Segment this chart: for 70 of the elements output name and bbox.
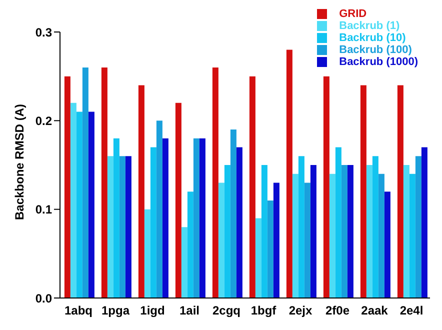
bar xyxy=(347,165,354,298)
y-tick-label: 0.2 xyxy=(35,114,52,128)
bar xyxy=(267,200,274,298)
legend-label: Backrub (100) xyxy=(339,44,412,56)
bar xyxy=(372,156,378,298)
bar xyxy=(199,138,206,298)
bar xyxy=(76,112,82,298)
bar xyxy=(70,102,76,298)
x-tick-label: 2ejx xyxy=(288,304,312,318)
bar xyxy=(101,67,108,298)
x-tick-label: 2e4l xyxy=(400,304,424,318)
bar xyxy=(236,147,242,298)
bar xyxy=(286,50,292,298)
bar xyxy=(144,209,150,298)
legend-label: Backrub (1) xyxy=(339,20,400,32)
bar xyxy=(403,165,410,298)
bar xyxy=(310,165,316,298)
bar xyxy=(298,156,304,298)
bar xyxy=(292,174,298,298)
bar xyxy=(156,120,162,298)
legend-label: Backrub (10) xyxy=(339,32,406,44)
y-tick-label: 0.3 xyxy=(35,25,52,40)
bar xyxy=(212,67,218,298)
bar xyxy=(384,192,390,298)
bar xyxy=(107,156,114,298)
bar xyxy=(150,147,156,298)
bar xyxy=(125,156,132,298)
bar xyxy=(113,138,120,298)
bar xyxy=(181,227,188,298)
bar xyxy=(409,174,416,298)
bar xyxy=(255,218,262,298)
bar xyxy=(329,174,336,298)
bar xyxy=(335,147,342,298)
bar xyxy=(341,165,348,298)
x-tick-label: 2cgq xyxy=(212,304,241,318)
bar xyxy=(88,112,94,298)
y-tick-label: 0.0 xyxy=(35,291,52,306)
bar xyxy=(119,156,126,298)
x-tick-label: 1pga xyxy=(101,304,130,318)
bar xyxy=(323,76,330,298)
x-tick-label: 1abq xyxy=(64,304,93,318)
bar xyxy=(193,138,200,298)
bar xyxy=(175,102,182,298)
bar xyxy=(273,182,280,298)
bar xyxy=(304,182,310,298)
bar xyxy=(261,165,268,298)
bar xyxy=(415,156,422,298)
bar xyxy=(378,174,384,298)
bar xyxy=(366,165,372,298)
bar xyxy=(82,67,88,298)
bar xyxy=(421,147,428,298)
x-tick-label: 1bgf xyxy=(250,304,278,318)
bar xyxy=(138,85,144,298)
bar xyxy=(218,182,224,298)
bar xyxy=(224,165,230,298)
legend-label: GRID xyxy=(339,8,367,20)
y-tick-label: 0.1 xyxy=(35,202,52,217)
bar xyxy=(162,138,168,298)
x-tick-label: 1ail xyxy=(179,304,200,318)
y-axis-title: Backbone RMSD (A) xyxy=(12,104,26,220)
bar xyxy=(230,130,236,298)
bar xyxy=(64,76,70,298)
legend-label: Backrub (1000) xyxy=(339,56,418,68)
bar xyxy=(249,76,256,298)
x-tick-label: 2f0e xyxy=(325,304,350,318)
bar xyxy=(360,85,366,298)
bar xyxy=(187,192,194,298)
bar xyxy=(397,85,404,298)
x-tick-label: 2aak xyxy=(361,304,388,318)
x-tick-label: 1igd xyxy=(140,304,165,318)
